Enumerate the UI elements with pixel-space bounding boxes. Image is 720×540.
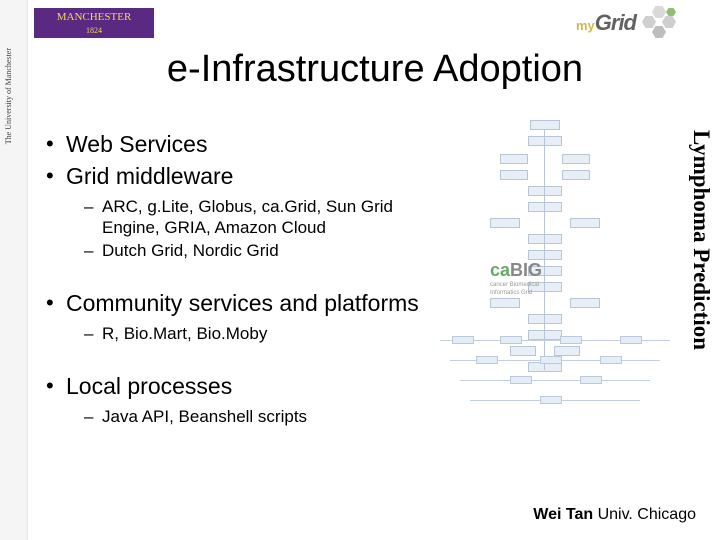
bullet-text: Web Services [66, 131, 207, 157]
mygrid-grid: Grid [595, 10, 636, 35]
cabig-main: caBIG [490, 260, 542, 280]
bullet-item: Local processes Java API, Beanshell scri… [44, 372, 424, 427]
attribution: Wei Tan Univ. Chicago [533, 506, 696, 524]
mygrid-logo: myGrid [576, 6, 680, 40]
sub-bullet-item: Dutch Grid, Nordic Grid [84, 240, 424, 261]
diagram-node [500, 170, 528, 180]
workflow-diagram-lower [440, 330, 670, 410]
diagram-node [528, 186, 562, 196]
diagram-node [562, 170, 590, 180]
mygrid-my: my [576, 18, 595, 33]
bullet-text: Grid middleware [66, 163, 233, 189]
attribution-affiliation: Univ. Chicago [598, 506, 696, 523]
bullet-list: Local processes Java API, Beanshell scri… [44, 372, 424, 427]
vertical-label: Lymphoma Prediction [684, 130, 714, 400]
diagram-node [528, 234, 562, 244]
bullet-list: Community services and platforms R, Bio.… [44, 289, 424, 344]
diagram-node [528, 250, 562, 260]
hexagon-cluster-icon [642, 6, 680, 40]
cabig-tagline: Informatics Grid [490, 290, 532, 296]
content-body: Web Services Grid middleware ARC, g.Lite… [44, 130, 424, 437]
mygrid-text: myGrid [576, 10, 636, 36]
diagram-node [490, 218, 520, 228]
diagram-node [490, 298, 520, 308]
manchester-badge: MANCHESTER 1824 [34, 8, 154, 38]
bullet-text: Community services and platforms [66, 290, 419, 316]
bullet-text: Local processes [66, 373, 232, 399]
badge-year: 1824 [34, 24, 154, 38]
university-name: The University of Manchester [4, 48, 24, 144]
bullet-item: Web Services [44, 130, 424, 158]
diagram-node [528, 202, 562, 212]
cabig-tagline: cancer Biomedical [490, 282, 539, 288]
sub-bullet-item: ARC, g.Lite, Globus, ca.Grid, Sun Grid E… [84, 196, 424, 238]
sub-bullet-item: R, Bio.Mart, Bio.Moby [84, 323, 424, 344]
cabig-logo: caBIG cancer Biomedical Informatics Grid [490, 260, 600, 297]
diagram-node [528, 136, 562, 146]
sub-bullet-item: Java API, Beanshell scripts [84, 406, 424, 427]
diagram-node [528, 314, 562, 324]
attribution-name: Wei Tan [533, 506, 593, 523]
diagram-node [530, 120, 560, 130]
badge-main-text: MANCHESTER [57, 11, 132, 23]
left-sidebar-strip: The University of Manchester [0, 0, 28, 540]
diagram-node [570, 218, 600, 228]
bullet-list: Web Services Grid middleware ARC, g.Lite… [44, 130, 424, 261]
diagram-node [562, 154, 590, 164]
diagram-node [570, 298, 600, 308]
bullet-item: Community services and platforms R, Bio.… [44, 289, 424, 344]
slide-title: e-Infrastructure Adoption [60, 48, 690, 91]
bullet-item: Grid middleware ARC, g.Lite, Globus, ca.… [44, 162, 424, 261]
diagram-node [500, 154, 528, 164]
